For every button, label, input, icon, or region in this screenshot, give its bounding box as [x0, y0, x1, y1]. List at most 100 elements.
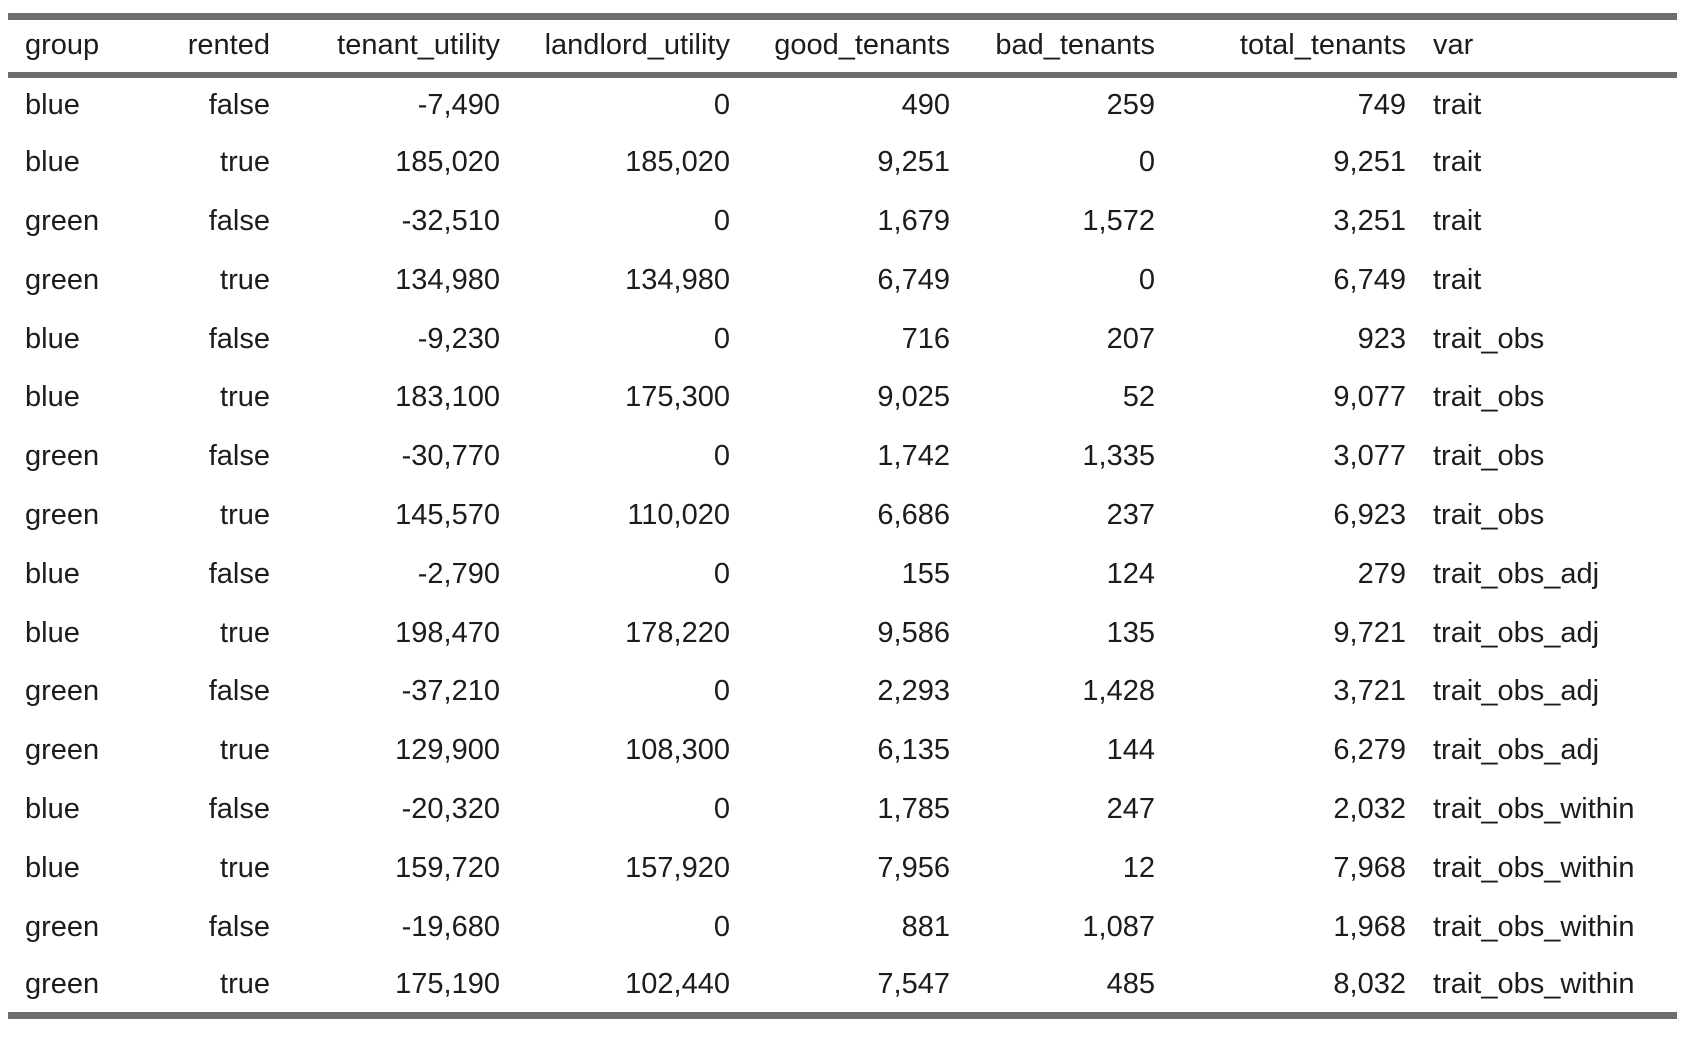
cell-rented: true [220, 616, 270, 649]
cell-tenant_utility: -9,230 [417, 322, 500, 355]
table-row: blue false -2,790 0 155 124 279 trait_obs_adj [8, 545, 1677, 604]
cell-rented: false [208, 204, 270, 237]
cell-bad_tenants: 0 [1138, 263, 1155, 296]
cell-tenant_utility: 198,470 [395, 616, 500, 649]
cell-landlord_utility: 0 [713, 910, 730, 943]
cell-var: trait_obs_adj [1433, 734, 1600, 767]
cell-total_tenants: 3,251 [1333, 204, 1406, 237]
cell-bad_tenants: 52 [1122, 381, 1155, 414]
cell-group: green [25, 910, 100, 943]
cell-tenant_utility: 175,190 [395, 967, 500, 1000]
cell-tenant_utility: 145,570 [395, 498, 500, 531]
cell-bad_tenants: 135 [1106, 616, 1155, 649]
table-row: green false -30,770 0 1,742 1,335 3,077 trait_o… [8, 427, 1677, 486]
cell-tenant_utility: -7,490 [417, 88, 500, 121]
cell-bad_tenants: 259 [1106, 88, 1155, 121]
cell-total_tenants: 6,749 [1333, 263, 1406, 296]
cell-group: blue [25, 792, 80, 825]
data-table: group rented tenant_utility landlord_utilit… [8, 13, 1677, 1019]
column-header-tenant_utility: tenant_utility [337, 29, 500, 62]
cell-tenant_utility: 129,900 [395, 734, 500, 767]
cell-tenant_utility: 183,100 [395, 381, 500, 414]
cell-landlord_utility: 110,020 [627, 498, 730, 531]
cell-landlord_utility: 134,980 [625, 263, 730, 296]
cell-total_tenants: 279 [1357, 557, 1406, 590]
cell-var: trait [1433, 146, 1482, 179]
cell-group: blue [25, 146, 80, 179]
cell-tenant_utility: -2,790 [417, 557, 500, 590]
cell-var: trait_obs_within [1433, 967, 1635, 1000]
table-row: green true 129,900 108,300 6,135 144 6,279 trai… [8, 721, 1677, 780]
cell-var: trait_obs_within [1433, 910, 1635, 943]
cell-landlord_utility: 102,440 [625, 967, 730, 1000]
cell-bad_tenants: 485 [1106, 967, 1155, 1000]
cell-landlord_utility: 0 [713, 792, 730, 825]
cell-landlord_utility: 108,300 [625, 734, 730, 767]
cell-good_tenants: 1,742 [877, 440, 950, 473]
cell-bad_tenants: 247 [1106, 792, 1155, 825]
cell-bad_tenants: 1,572 [1082, 204, 1155, 237]
cell-var: trait_obs [1433, 381, 1545, 414]
cell-landlord_utility: 0 [713, 675, 730, 708]
table-row: blue false -7,490 0 490 259 749 trait [8, 75, 1677, 134]
cell-good_tenants: 7,956 [877, 851, 950, 884]
cell-total_tenants: 3,721 [1333, 675, 1406, 708]
cell-landlord_utility: 0 [713, 88, 730, 121]
table-row: blue true 185,020 185,020 9,251 0 9,251 trait [8, 133, 1677, 192]
cell-group: blue [25, 322, 80, 355]
table-row: blue true 198,470 178,220 9,586 135 9,721 trait… [8, 604, 1677, 663]
cell-bad_tenants: 1,335 [1082, 440, 1155, 473]
cell-good_tenants: 1,679 [877, 204, 950, 237]
cell-rented: true [220, 734, 270, 767]
cell-group: blue [25, 557, 80, 590]
cell-rented: true [220, 381, 270, 414]
cell-bad_tenants: 144 [1106, 734, 1155, 767]
cell-var: trait_obs_adj [1433, 675, 1600, 708]
column-header-group: group [25, 29, 100, 62]
table-row: green true 134,980 134,980 6,749 0 6,749 trait [8, 251, 1677, 310]
cell-var: trait_obs_within [1433, 792, 1635, 825]
cell-total_tenants: 9,251 [1333, 146, 1406, 179]
cell-rented: false [208, 675, 270, 708]
cell-total_tenants: 923 [1357, 322, 1406, 355]
cell-var: trait_obs_adj [1433, 616, 1600, 649]
cell-var: trait_obs [1433, 498, 1545, 531]
table-row: green true 175,190 102,440 7,547 485 8,032 trai… [8, 956, 1677, 1015]
cell-group: green [25, 440, 100, 473]
cell-good_tenants: 6,135 [877, 734, 950, 767]
cell-var: trait_obs [1433, 322, 1545, 355]
cell-landlord_utility: 175,300 [625, 381, 730, 414]
cell-rented: true [220, 146, 270, 179]
cell-group: green [25, 263, 100, 296]
cell-tenant_utility: -20,320 [401, 792, 500, 825]
table-row: green false -32,510 0 1,679 1,572 3,251 trait [8, 192, 1677, 251]
cell-group: blue [25, 88, 80, 121]
cell-rented: false [208, 322, 270, 355]
table-row: green false -19,680 0 881 1,087 1,968 trait_obs… [8, 898, 1677, 957]
cell-rented: true [220, 967, 270, 1000]
cell-tenant_utility: 159,720 [395, 851, 500, 884]
cell-tenant_utility: -37,210 [401, 675, 500, 708]
cell-rented: false [208, 910, 270, 943]
table-row: green false -37,210 0 2,293 1,428 3,721 trait_o… [8, 662, 1677, 721]
cell-total_tenants: 749 [1357, 88, 1406, 121]
cell-good_tenants: 716 [901, 322, 950, 355]
cell-good_tenants: 2,293 [877, 675, 950, 708]
cell-var: trait [1433, 263, 1482, 296]
header-row: group rented tenant_utility landlord_utilit… [8, 17, 1677, 75]
cell-landlord_utility: 157,920 [625, 851, 730, 884]
cell-total_tenants: 6,923 [1333, 498, 1406, 531]
column-header-bad_tenants: bad_tenants [995, 29, 1155, 62]
table-row: blue false -20,320 0 1,785 247 2,032 trait_obs_… [8, 780, 1677, 839]
cell-good_tenants: 9,251 [877, 146, 950, 179]
column-header-rented: rented [187, 29, 270, 62]
page: group rented tenant_utility landlord_utilit… [0, 13, 1696, 1019]
cell-rented: true [220, 263, 270, 296]
cell-group: green [25, 498, 100, 531]
cell-total_tenants: 3,077 [1333, 440, 1406, 473]
column-header-landlord_utility: landlord_utility [544, 29, 730, 62]
cell-bad_tenants: 0 [1138, 146, 1155, 179]
cell-group: blue [25, 851, 80, 884]
cell-rented: false [208, 792, 270, 825]
cell-rented: false [208, 88, 270, 121]
